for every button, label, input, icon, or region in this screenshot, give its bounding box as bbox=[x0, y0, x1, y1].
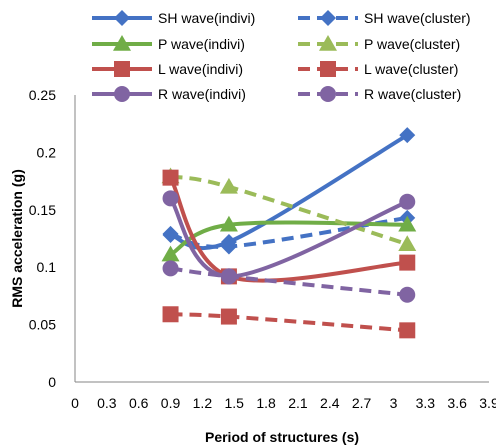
legend-label: R wave(indivi) bbox=[158, 86, 246, 102]
l-wave-cluster-point bbox=[399, 322, 416, 339]
x-tick-label: 0.6 bbox=[129, 395, 149, 411]
legend-p-wave-cluster-point bbox=[319, 35, 337, 51]
legend-item-sh-wave-cluster: SH wave(cluster) bbox=[298, 10, 471, 26]
x-tick-label: 0.3 bbox=[97, 395, 117, 411]
series-sh-wave-cluster bbox=[162, 209, 416, 255]
legend-item-l-wave-indivi: L wave(indivi) bbox=[92, 61, 243, 77]
y-tick-label: 0.1 bbox=[37, 259, 57, 275]
p-wave-indivi-point bbox=[161, 245, 180, 262]
legend-item-p-wave-cluster: P wave(cluster) bbox=[298, 35, 460, 52]
y-axis-title: RMS acceleration (g) bbox=[9, 169, 25, 307]
legend-label: SH wave(indivi) bbox=[158, 10, 255, 26]
x-axis-title: Period of structures (s) bbox=[205, 429, 359, 445]
legend-label: L wave(indivi) bbox=[158, 61, 243, 77]
series-line-sh-wave-cluster bbox=[169, 215, 408, 249]
x-tick-label: 2.4 bbox=[320, 395, 340, 411]
x-tick-label: 1.8 bbox=[256, 395, 276, 411]
p-wave-cluster-point bbox=[398, 235, 417, 251]
x-tick-label: 3.9 bbox=[479, 395, 496, 411]
series-r-wave-cluster bbox=[162, 260, 416, 303]
x-tick-label: 2.7 bbox=[352, 395, 372, 411]
p-wave-cluster-point bbox=[219, 177, 238, 194]
r-wave-cluster-point bbox=[220, 268, 237, 285]
y-tick-label: 0.2 bbox=[37, 144, 57, 160]
y-tick-label: 0.05 bbox=[29, 317, 56, 333]
legend-item-r-wave-cluster: R wave(cluster) bbox=[298, 86, 461, 102]
x-tick-label: 2.1 bbox=[288, 395, 308, 411]
series-line-l-wave-cluster bbox=[170, 312, 408, 333]
legend-r-wave-indivi-point bbox=[114, 86, 130, 102]
y-tick-labels: 0 0.05 0.1 0.15 0.2 0.25 bbox=[29, 87, 56, 390]
legend-item-p-wave-indivi: P wave(indivi) bbox=[92, 35, 245, 52]
y-tick-label: 0.15 bbox=[29, 202, 56, 218]
y-tick-label: 0 bbox=[48, 374, 56, 390]
series-l-wave-indivi bbox=[162, 169, 416, 285]
r-wave-indivi-point bbox=[399, 193, 416, 210]
x-tick-label: 0 bbox=[71, 395, 79, 411]
axes bbox=[74, 95, 489, 383]
l-wave-cluster-point bbox=[162, 306, 179, 323]
legend-item-sh-wave-indivi: SH wave(indivi) bbox=[92, 10, 255, 26]
series-p-wave-indivi bbox=[161, 215, 417, 262]
series-line-p-wave-indivi bbox=[169, 220, 408, 257]
sh-wave-indivi-point bbox=[399, 127, 416, 144]
l-wave-indivi-point bbox=[162, 169, 179, 186]
legend-label: R wave(cluster) bbox=[364, 86, 461, 102]
series-line-p-wave-cluster bbox=[170, 174, 408, 247]
y-tick-label: 0.25 bbox=[29, 87, 56, 103]
x-tick-label: 0.9 bbox=[161, 395, 181, 411]
series-line-r-wave-cluster bbox=[170, 266, 408, 297]
legend: SH wave(indivi) SH wave(cluster) P wave(in… bbox=[92, 10, 471, 102]
x-tick-label: 1.2 bbox=[193, 395, 213, 411]
legend-l-wave-cluster-point bbox=[320, 61, 336, 77]
x-tick-labels: 0 0.3 0.6 0.9 1.2 1.5 1.8 2.1 2.4 2.7 3 3.3 3.6 3.9 bbox=[71, 395, 496, 411]
series-l-wave-cluster bbox=[162, 306, 416, 339]
legend-label: P wave(cluster) bbox=[364, 36, 460, 52]
legend-p-wave-indivi-point bbox=[113, 35, 131, 51]
r-wave-indivi-point bbox=[162, 190, 179, 207]
x-tick-label: 3 bbox=[390, 395, 398, 411]
legend-l-wave-indivi-point bbox=[114, 61, 130, 77]
r-wave-cluster-point bbox=[399, 286, 416, 303]
p-wave-indivi-point bbox=[398, 215, 417, 232]
p-wave-indivi-point bbox=[219, 215, 238, 232]
sh-wave-cluster-point bbox=[220, 238, 237, 255]
x-tick-label: 1.5 bbox=[224, 395, 244, 411]
legend-r-wave-cluster-point bbox=[320, 86, 336, 102]
legend-sh-wave-indivi-point bbox=[114, 10, 130, 26]
r-wave-cluster-point bbox=[162, 260, 179, 277]
legend-sh-wave-cluster-point bbox=[320, 10, 336, 26]
sh-wave-cluster-point bbox=[162, 225, 179, 242]
x-tick-label: 3.6 bbox=[447, 395, 467, 411]
legend-label: P wave(indivi) bbox=[158, 36, 245, 52]
legend-item-r-wave-indivi: R wave(indivi) bbox=[92, 86, 246, 102]
legend-item-l-wave-cluster: L wave(cluster) bbox=[298, 61, 458, 77]
l-wave-indivi-point bbox=[399, 254, 416, 271]
series-layer bbox=[161, 127, 417, 339]
legend-label: SH wave(cluster) bbox=[364, 10, 471, 26]
legend-label: L wave(cluster) bbox=[364, 61, 458, 77]
l-wave-cluster-point bbox=[220, 308, 237, 325]
x-tick-label: 3.3 bbox=[416, 395, 436, 411]
